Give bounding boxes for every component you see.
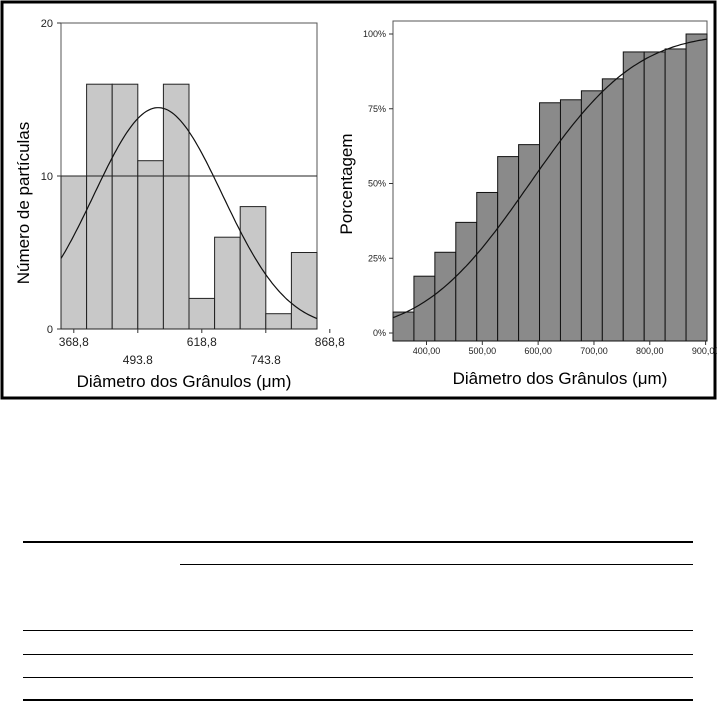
cumulative-bar xyxy=(434,251,457,342)
cumulative-normal-curve xyxy=(392,38,708,319)
histogram-bar xyxy=(137,160,164,330)
cumulative-x-axis-label-suffix: ) xyxy=(662,369,668,388)
histogram-normal-curve xyxy=(60,107,318,320)
cumulative-y-tick-label: 100% xyxy=(363,29,386,39)
cumulative-x-tick-label: 600,00 xyxy=(524,346,552,356)
cumulative-bar xyxy=(685,33,708,342)
cumulative-x-axis-label-unit: μm xyxy=(638,369,662,388)
cumulative-chart: 0% 25% 50% 75% 100% 400,00 500,00 600,00 700,00… xyxy=(337,20,717,388)
cumulative-bar xyxy=(664,48,687,342)
cumulative-bar xyxy=(622,51,645,342)
histogram-x-tick-label: 618,8 xyxy=(187,335,217,349)
histogram-y-tick-label: 10 xyxy=(41,171,53,183)
histogram-x-tick-label: 493.8 xyxy=(123,353,153,367)
histogram-y-ticks: 0 10 20 xyxy=(41,18,61,336)
cumulative-bars xyxy=(392,33,708,342)
cumulative-x-axis-label-prefix: Diâmetro dos Grânulos ( xyxy=(453,369,639,388)
histogram-bar xyxy=(162,83,190,330)
cumulative-y-tick-label: 0% xyxy=(373,328,386,338)
cumulative-x-axis-label: Diâmetro dos Grânulos (μm) xyxy=(453,369,668,388)
table-header-bottom-rule xyxy=(23,630,693,631)
table-top-rule xyxy=(23,541,693,543)
histogram-x-tick-label: 868,8 xyxy=(315,335,345,349)
histogram-x-ticks: 368,8 618,8 868,8 493.8 743.8 xyxy=(59,329,345,367)
histogram-bar xyxy=(188,297,216,330)
cumulative-y-tick-label: 75% xyxy=(368,104,386,114)
table-row-rule-2 xyxy=(23,677,693,678)
histogram-bar xyxy=(239,206,267,330)
cumulative-bar xyxy=(497,156,520,342)
cumulative-bar xyxy=(580,90,603,342)
histogram-y-tick-label: 20 xyxy=(41,18,53,30)
table-header-subrule xyxy=(180,564,693,565)
cumulative-x-tick-label: 900,00 xyxy=(692,346,717,356)
histogram-x-axis-label-suffix: ) xyxy=(286,372,292,391)
cumulative-x-tick-label: 500,00 xyxy=(469,346,497,356)
histogram-chart: 0 10 20 368,8 618,8 868,8 493.8 743.8 Número d… xyxy=(14,18,345,391)
histogram-x-axis-label-prefix: Diâmetro dos Grânulos ( xyxy=(77,372,263,391)
histogram-x-tick-label: 743.8 xyxy=(251,353,281,367)
table-row-rule-1 xyxy=(23,654,693,655)
cumulative-bar xyxy=(455,221,478,342)
cumulative-y-tick-label: 50% xyxy=(368,179,386,189)
histogram-x-tick-label: 368,8 xyxy=(59,335,89,349)
histogram-y-tick-label: 0 xyxy=(47,324,53,336)
cumulative-x-tick-label: 400,00 xyxy=(413,346,441,356)
histogram-x-axis-label: Diâmetro dos Grânulos (μm) xyxy=(77,372,292,391)
cumulative-x-tick-label: 700,00 xyxy=(580,346,608,356)
histogram-bar xyxy=(265,313,292,330)
histogram-bar xyxy=(111,83,139,330)
cumulative-bar xyxy=(643,51,666,342)
cumulative-x-tick-label: 800,00 xyxy=(636,346,664,356)
cumulative-y-tick-label: 25% xyxy=(368,253,386,263)
cumulative-x-ticks: 400,00 500,00 600,00 700,00 800,00 900,00 xyxy=(413,341,717,356)
cumulative-y-ticks: 0% 25% 50% 75% 100% xyxy=(363,29,393,338)
histogram-x-axis-label-unit: μm xyxy=(262,372,286,391)
cumulative-bar xyxy=(601,78,624,342)
cumulative-y-axis-label: Porcentagem xyxy=(337,133,356,234)
histogram-bar xyxy=(86,83,113,330)
cumulative-bar xyxy=(476,191,499,342)
histogram-y-axis-label: Número de partículas xyxy=(14,122,33,285)
cumulative-bar xyxy=(539,102,561,342)
histogram-bar xyxy=(214,236,241,330)
table-bottom-rule xyxy=(23,699,693,701)
cumulative-bar xyxy=(413,275,436,342)
